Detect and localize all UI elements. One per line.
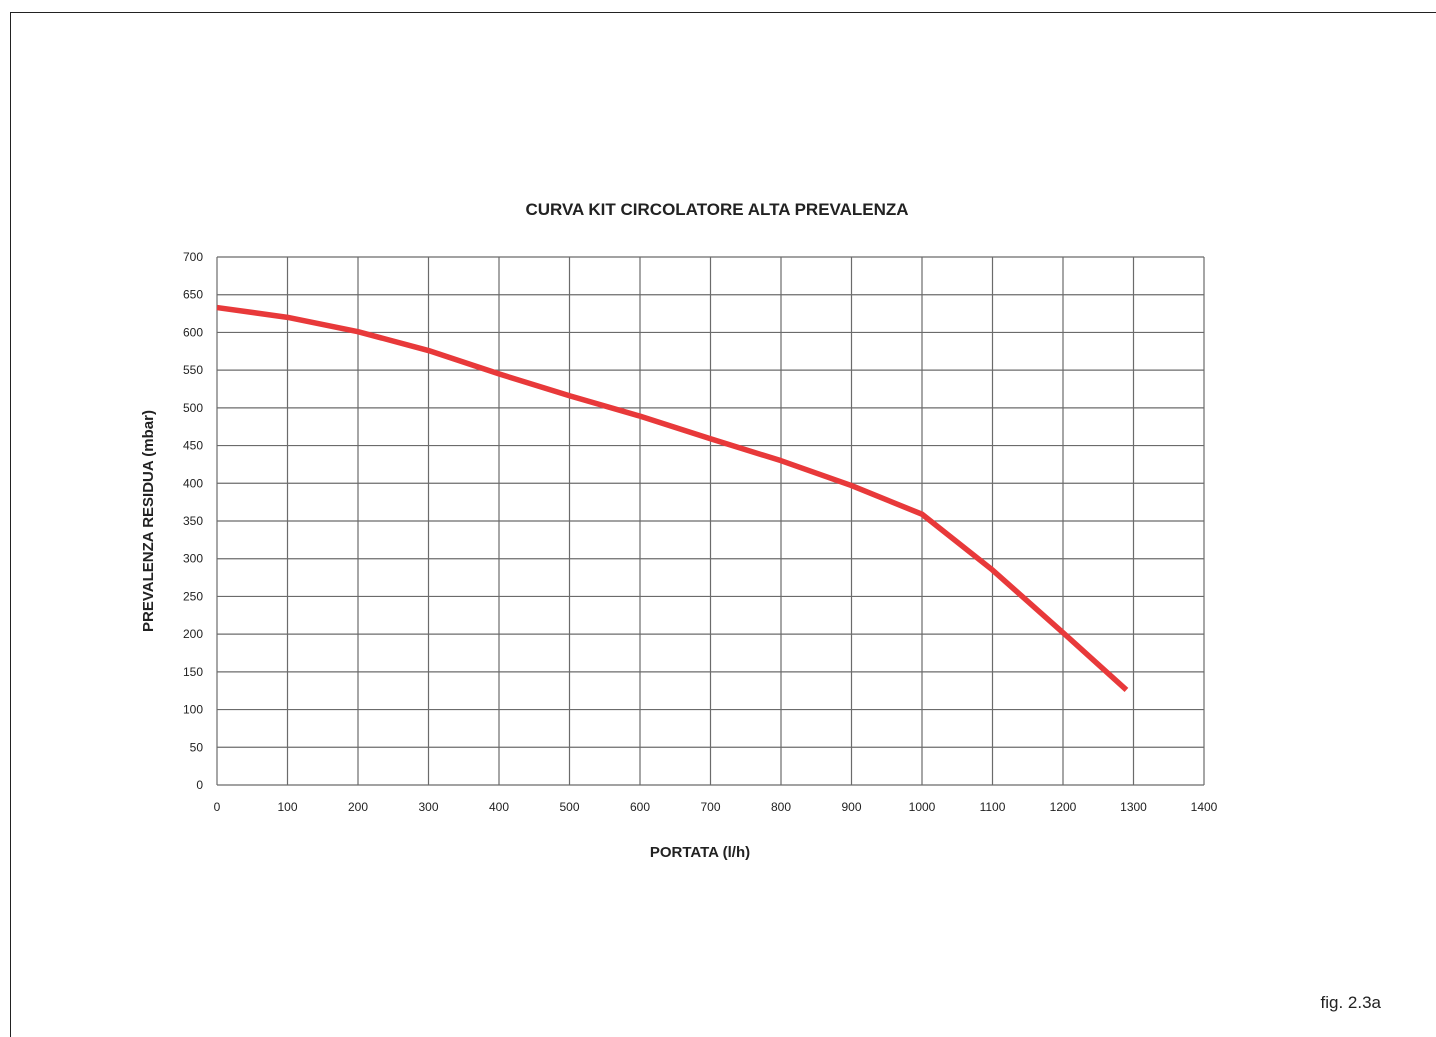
y-tick-label: 500 [183,401,203,415]
y-tick-label: 650 [183,288,203,302]
y-tick-label: 50 [190,740,204,754]
x-tick-label: 0 [214,800,221,814]
x-tick-label: 1000 [909,800,936,814]
chart-title: CURVA KIT CIRCOLATORE ALTA PREVALENZA [525,200,908,219]
y-axis-label: PREVALENZA RESIDUA (mbar) [140,410,157,632]
y-tick-label: 250 [183,589,203,603]
x-tick-label: 200 [348,800,368,814]
frame-top-border [10,12,1436,13]
y-tick-label: 100 [183,703,203,717]
series-line [216,304,1129,693]
x-tick-label: 800 [771,800,791,814]
x-tick-label: 1300 [1120,800,1147,814]
y-tick-label: 200 [183,627,203,641]
y-tick-labels: 0 50 100 150 200 250 300 350 400 450 500 550 600 650 7… [183,250,203,792]
figure-label: fig. 2.3a [1320,993,1382,1012]
frame-left-border [10,12,11,1037]
y-tick-label: 550 [183,363,203,377]
y-tick-label: 300 [183,552,203,566]
x-axis-label: PORTATA (l/h) [650,844,750,861]
y-tick-label: 0 [196,778,203,792]
x-tick-label: 600 [630,800,650,814]
x-tick-label: 1400 [1191,800,1218,814]
y-tick-label: 450 [183,439,203,453]
y-tick-label: 150 [183,665,203,679]
x-tick-label: 100 [277,800,297,814]
x-tick-label: 1100 [980,800,1006,814]
x-tick-label: 400 [489,800,509,814]
grid [216,256,1205,786]
x-tick-label: 1200 [1050,800,1077,814]
x-tick-label: 700 [700,800,720,814]
y-tick-label: 600 [183,325,203,339]
x-tick-label: 500 [559,800,579,814]
y-tick-label: 700 [183,250,203,264]
series-group [216,304,1129,693]
x-tick-label: 900 [841,800,861,814]
y-tick-label: 400 [183,476,203,490]
x-tick-labels: 0 100 200 300 400 500 600 700 800 900 1000 1100 1200… [214,800,1218,814]
y-tick-label: 350 [183,514,203,528]
x-tick-label: 300 [418,800,438,814]
